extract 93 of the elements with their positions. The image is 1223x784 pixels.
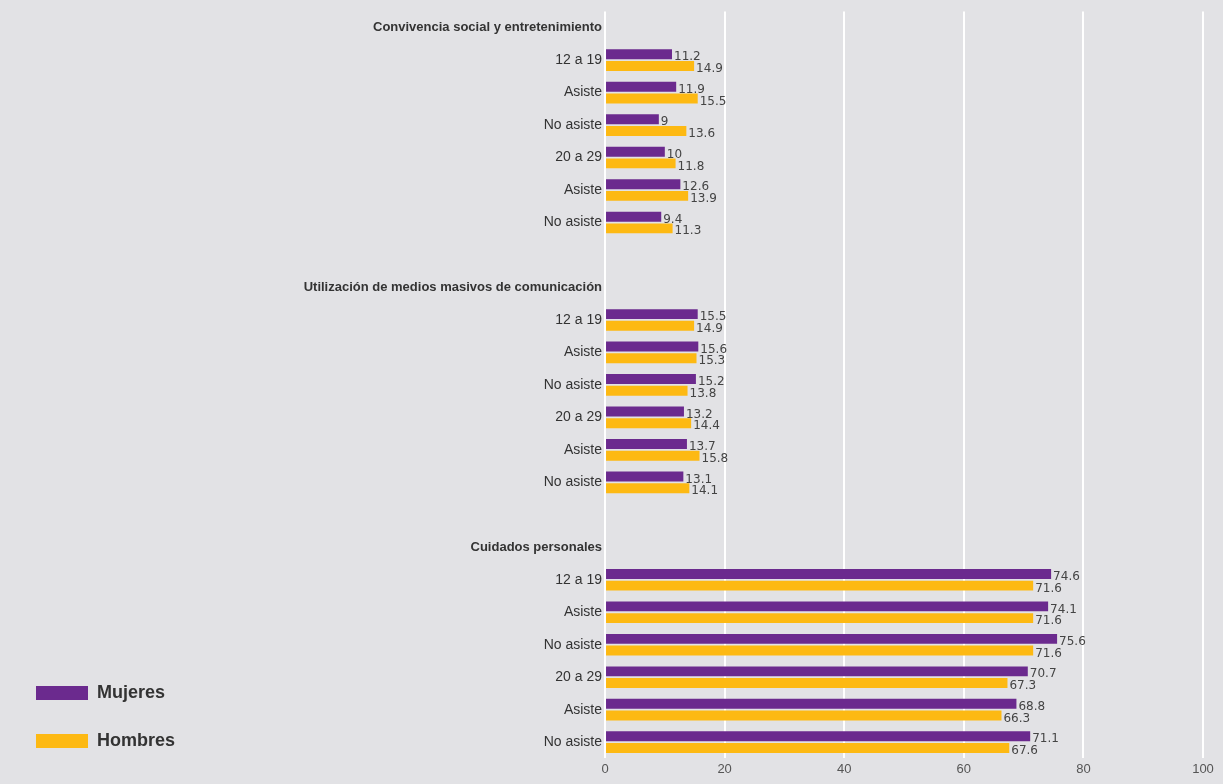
bar	[606, 633, 1058, 644]
data-label: 13.1	[685, 471, 713, 486]
bar	[606, 60, 695, 71]
y-tick-label: No asiste	[543, 115, 603, 132]
bar	[606, 353, 697, 364]
y-tick-label: 12 a 19	[555, 310, 603, 327]
data-label: 66.3	[1003, 710, 1031, 725]
data-label: 71.1	[1032, 731, 1059, 746]
data-label: 68.8	[1018, 698, 1046, 713]
bar	[606, 743, 1010, 753]
y-tick-label: No asiste	[543, 635, 603, 652]
y-tick-label: 20 a 29	[555, 408, 603, 425]
bar	[606, 710, 1002, 721]
data-label: 14.9	[696, 61, 723, 76]
bar	[606, 114, 659, 125]
bar	[606, 645, 1034, 656]
data-label: 13.6	[688, 126, 716, 141]
data-label: 10	[666, 146, 683, 161]
bar	[606, 190, 689, 201]
data-label: 70.7	[1029, 666, 1057, 681]
x-tick-label: 20	[717, 760, 732, 776]
data-label: 13.2	[685, 406, 713, 421]
data-label: 71.6	[1035, 613, 1062, 628]
bar	[606, 146, 665, 157]
bar	[606, 678, 1008, 689]
bar	[606, 341, 699, 352]
data-label: 14.4	[693, 418, 720, 433]
x-tick-label: 60	[956, 760, 972, 776]
data-label: 9	[660, 114, 669, 129]
bar	[606, 731, 1031, 742]
data-label: 15.3	[698, 353, 726, 368]
y-tick-label: 20 a 29	[555, 668, 603, 685]
bar	[606, 406, 684, 417]
data-label: 14.1	[691, 483, 719, 498]
data-label: 67.3	[1009, 678, 1037, 693]
bar	[606, 471, 684, 482]
y-tick-label: Asiste	[563, 440, 603, 457]
data-label: 11.9	[678, 81, 705, 96]
data-label: 11.8	[677, 158, 705, 173]
bar	[606, 158, 676, 169]
data-label: 11.2	[673, 49, 701, 64]
y-tick-label: Asiste	[563, 603, 603, 620]
y-tick-label: Convivencia social y entretenimiento	[372, 19, 603, 35]
bar	[606, 666, 1028, 677]
bar	[606, 93, 698, 104]
data-label: 13.9	[690, 191, 717, 205]
y-tick-label: 12 a 19	[555, 570, 603, 587]
bar	[606, 580, 1034, 591]
x-tick-label: 100	[1192, 760, 1214, 776]
y-tick-label: Asiste	[563, 343, 603, 360]
data-label: 9.4	[663, 211, 683, 226]
bar	[606, 568, 1052, 579]
bar	[606, 125, 687, 136]
y-tick-label: No asiste	[543, 733, 603, 750]
bar	[606, 179, 681, 190]
bar	[606, 385, 688, 396]
bar	[606, 613, 1034, 624]
data-label: 75.6	[1059, 634, 1086, 649]
data-label: 15.6	[700, 341, 728, 356]
bar	[606, 81, 677, 92]
data-label: 71.6	[1035, 645, 1062, 660]
bar	[606, 211, 662, 222]
bar	[606, 439, 687, 449]
y-tick-label: No asiste	[543, 375, 603, 392]
data-label: 15.5	[699, 93, 727, 108]
bar	[606, 601, 1049, 612]
y-tick-label: Asiste	[563, 180, 603, 197]
bar	[606, 483, 690, 494]
x-tick-label: 40	[836, 760, 852, 776]
bar	[606, 49, 672, 60]
x-tick-label: 0	[601, 760, 609, 776]
bar	[606, 374, 696, 385]
bar	[606, 698, 1017, 709]
bar	[606, 418, 692, 429]
bar	[606, 223, 673, 234]
data-label: 74.1	[1050, 601, 1077, 616]
x-tick-label: 80	[1076, 760, 1091, 776]
data-label: 67.6	[1011, 743, 1038, 758]
y-tick-label: Asiste	[563, 700, 603, 717]
y-tick-label: Utilización de medios masivos de comunicación	[303, 279, 603, 295]
y-tick-label: No asiste	[543, 473, 603, 490]
legend-label: Hombres	[97, 729, 176, 750]
data-label: 11.3	[674, 223, 702, 238]
y-tick-label: 20 a 29	[555, 148, 603, 165]
y-tick-label: 12 a 19	[555, 50, 603, 67]
y-tick-label: No asiste	[543, 213, 603, 230]
legend-label: Mujeres	[97, 681, 166, 702]
y-tick-label: Cuidados personales	[470, 538, 603, 554]
y-tick-label: Asiste	[563, 83, 603, 100]
data-label: 12.6	[682, 179, 710, 194]
bar	[606, 450, 700, 461]
bar	[606, 320, 695, 331]
bar	[606, 309, 698, 320]
